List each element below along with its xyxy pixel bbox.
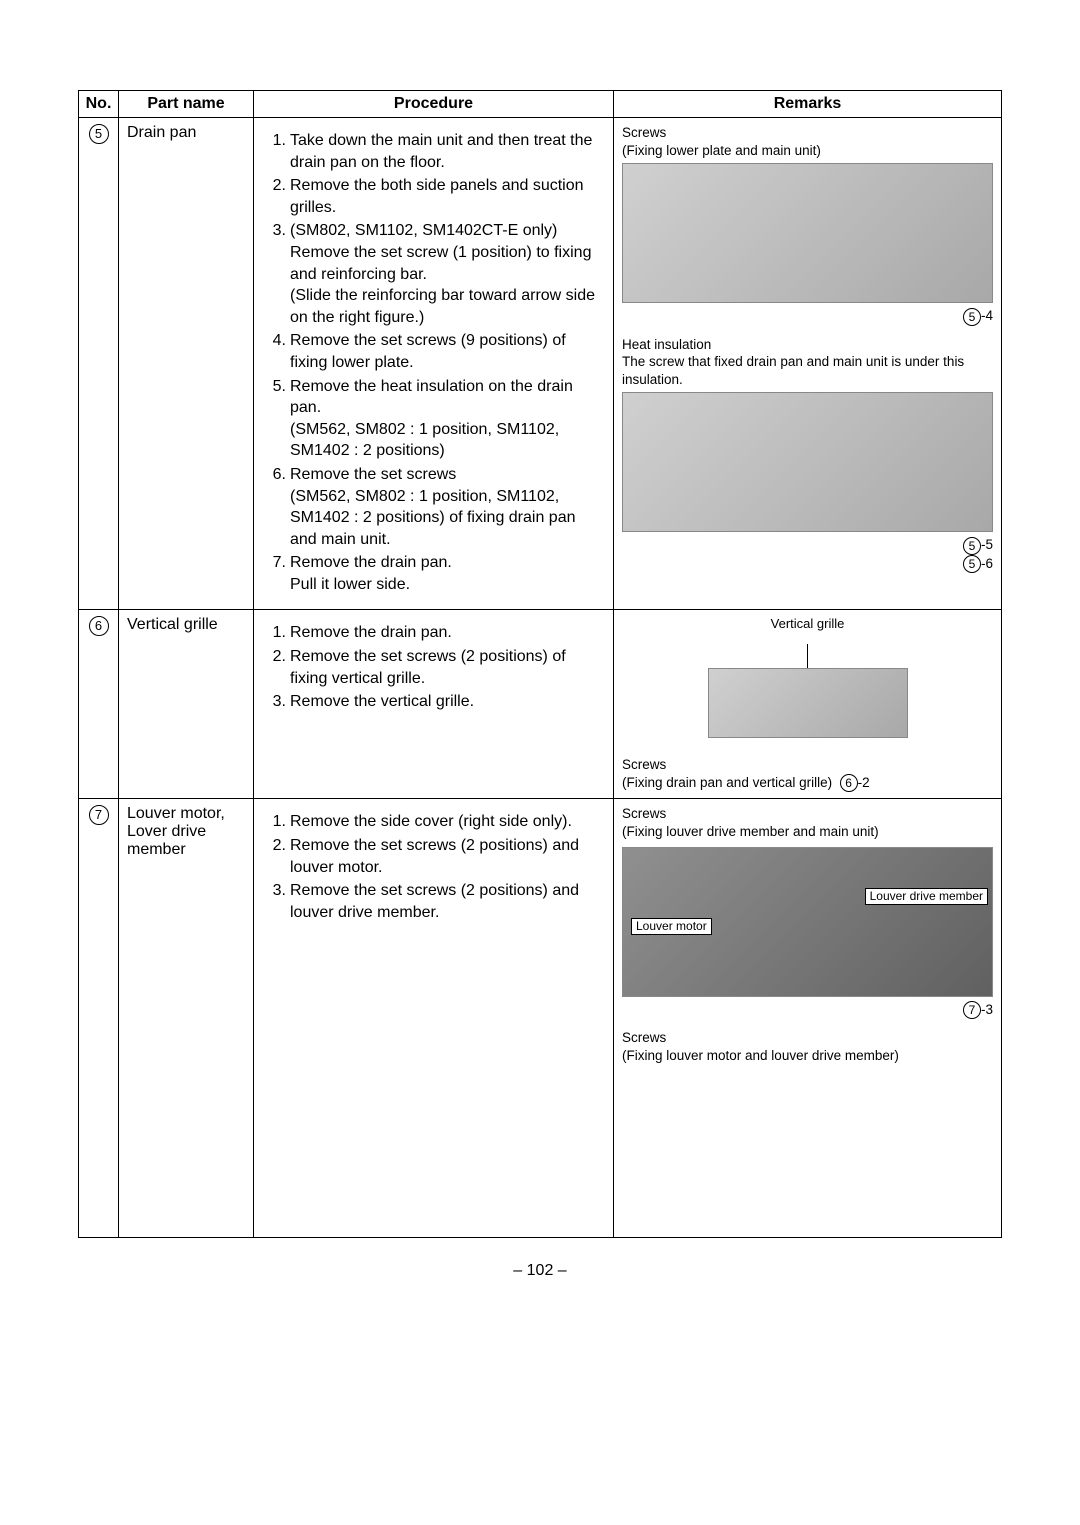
table-row: 5 Drain pan 1.Take down the main unit an… bbox=[79, 118, 1002, 610]
col-rem: Remarks bbox=[614, 91, 1002, 118]
row-remarks: Vertical grille Screws (Fixing drain pan… bbox=[614, 610, 1002, 799]
row-no: 7 bbox=[79, 799, 119, 1238]
caption-sub: (Fixing drain pan and vertical grille) bbox=[622, 775, 832, 790]
table-row: 6 Vertical grille 1.Remove the drain pan… bbox=[79, 610, 1002, 799]
col-no: No. bbox=[79, 91, 119, 118]
figure-ref: 7-3 bbox=[963, 1002, 993, 1017]
row-procedure: 1.Take down the main unit and then treat… bbox=[254, 118, 614, 610]
step-text: Remove the side cover (right side only). bbox=[290, 813, 572, 830]
row-no: 6 bbox=[79, 610, 119, 799]
figure-ref: 5-5 bbox=[963, 537, 993, 552]
caption: Screws bbox=[622, 1029, 993, 1047]
step-num: 7. bbox=[266, 552, 286, 574]
row-procedure: 1.Remove the drain pan. 2.Remove the set… bbox=[254, 610, 614, 799]
step-text: Remove the set screws (SM562, SM802 : 1 … bbox=[290, 466, 576, 548]
step-num: 4. bbox=[266, 330, 286, 352]
step-num: 2. bbox=[266, 646, 286, 668]
figure-ref: 5-6 bbox=[963, 556, 993, 571]
step-text: Remove the set screws (2 positions) and … bbox=[290, 837, 579, 876]
step-num: 2. bbox=[266, 175, 286, 197]
row-no: 5 bbox=[79, 118, 119, 610]
figure-placeholder: Louver drive member Louver motor bbox=[622, 847, 993, 997]
step-text: Remove the set screws (9 positions) of f… bbox=[290, 332, 566, 371]
step-num: 5. bbox=[266, 376, 286, 398]
step-text: Remove the vertical grille. bbox=[290, 693, 474, 710]
caption: Screws bbox=[622, 757, 666, 772]
row-part: Drain pan bbox=[119, 118, 254, 610]
figure-label: Vertical grille bbox=[622, 616, 993, 633]
procedure-table: No. Part name Procedure Remarks 5 Drain … bbox=[78, 90, 1002, 1238]
step-number-icon: 7 bbox=[89, 805, 109, 825]
row-part: Vertical grille bbox=[119, 610, 254, 799]
page-number: – 102 – bbox=[78, 1262, 1002, 1280]
row-remarks: Screws (Fixing louver drive member and m… bbox=[614, 799, 1002, 1238]
caption: Screws bbox=[622, 805, 993, 823]
step-number-icon: 6 bbox=[89, 616, 109, 636]
figure-annot: Louver motor bbox=[631, 918, 712, 935]
caption: Heat insulation bbox=[622, 336, 993, 354]
figure-ref: 6-2 bbox=[840, 775, 870, 790]
col-part: Part name bbox=[119, 91, 254, 118]
step-num: 3. bbox=[266, 880, 286, 902]
col-proc: Procedure bbox=[254, 91, 614, 118]
caption-sub: (Fixing louver drive member and main uni… bbox=[622, 823, 993, 841]
step-num: 6. bbox=[266, 464, 286, 486]
step-text: Remove the set screws (2 positions) of f… bbox=[290, 648, 566, 687]
figure-placeholder bbox=[622, 163, 993, 303]
step-num: 1. bbox=[266, 622, 286, 644]
figure-placeholder bbox=[622, 392, 993, 532]
step-num: 1. bbox=[266, 130, 286, 152]
step-text: Remove the drain pan. Pull it lower side… bbox=[290, 554, 452, 593]
figure-ref: 5-4 bbox=[963, 308, 993, 323]
step-text: (SM802, SM1102, SM1402CT-E only) Remove … bbox=[290, 222, 595, 325]
step-num: 2. bbox=[266, 835, 286, 857]
row-procedure: 1.Remove the side cover (right side only… bbox=[254, 799, 614, 1238]
caption-sub: The screw that fixed drain pan and main … bbox=[622, 353, 993, 388]
figure-annot: Louver drive member bbox=[865, 888, 988, 905]
caption-sub: (Fixing louver motor and louver drive me… bbox=[622, 1047, 993, 1065]
table-header-row: No. Part name Procedure Remarks bbox=[79, 91, 1002, 118]
step-num: 1. bbox=[266, 811, 286, 833]
table-row: 7 Louver motor, Lover drive member 1.Rem… bbox=[79, 799, 1002, 1238]
step-number-icon: 5 bbox=[89, 124, 109, 144]
caption: Screws bbox=[622, 124, 993, 142]
step-text: Remove the drain pan. bbox=[290, 624, 452, 641]
step-text: Take down the main unit and then treat t… bbox=[290, 132, 592, 171]
step-num: 3. bbox=[266, 220, 286, 242]
step-text: Remove the heat insulation on the drain … bbox=[290, 378, 573, 460]
row-part: Louver motor, Lover drive member bbox=[119, 799, 254, 1238]
step-num: 3. bbox=[266, 691, 286, 713]
row-remarks: Screws (Fixing lower plate and main unit… bbox=[614, 118, 1002, 610]
step-text: Remove the set screws (2 positions) and … bbox=[290, 882, 579, 921]
step-text: Remove the both side panels and suction … bbox=[290, 177, 584, 216]
figure-placeholder bbox=[708, 668, 908, 738]
caption-sub: (Fixing lower plate and main unit) bbox=[622, 142, 993, 160]
